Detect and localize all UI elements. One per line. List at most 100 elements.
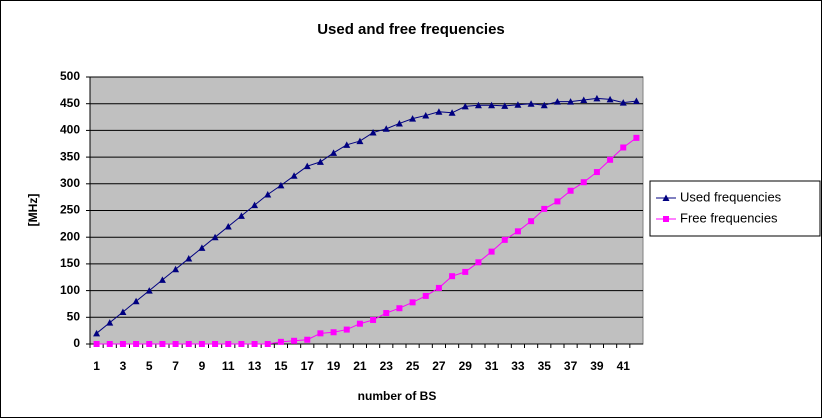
data-point xyxy=(264,341,271,347)
data-point xyxy=(607,156,614,163)
x-tick-label: 39 xyxy=(590,359,604,373)
legend-label: Free frequencies xyxy=(680,210,778,225)
data-point xyxy=(501,102,509,109)
data-point xyxy=(580,96,588,103)
data-point xyxy=(290,172,298,179)
data-point xyxy=(619,99,627,106)
data-point xyxy=(316,158,324,165)
data-point xyxy=(132,297,140,305)
data-point xyxy=(145,287,153,294)
legend-box xyxy=(649,180,821,237)
data-point xyxy=(159,341,166,347)
data-point xyxy=(462,268,469,275)
data-point xyxy=(422,111,430,119)
data-point xyxy=(343,326,350,333)
data-point xyxy=(251,341,258,347)
data-point xyxy=(317,330,324,337)
x-tick-label: 21 xyxy=(353,359,367,373)
x-tick-label: 9 xyxy=(199,359,206,373)
legend-marker xyxy=(663,216,669,222)
data-point xyxy=(198,341,205,347)
data-point xyxy=(396,305,403,312)
x-tick-label: 27 xyxy=(432,359,446,373)
y-axis-label: [MHz] xyxy=(26,194,40,227)
data-point xyxy=(422,292,429,299)
data-point xyxy=(488,101,496,109)
x-tick-label: 19 xyxy=(327,359,341,373)
y-tick-label: 450 xyxy=(60,96,80,110)
data-point xyxy=(303,162,311,170)
data-point xyxy=(554,198,561,205)
data-point xyxy=(291,337,298,344)
data-point xyxy=(383,310,390,317)
data-point xyxy=(449,273,456,280)
data-point xyxy=(541,205,548,212)
x-tick-label: 1 xyxy=(93,359,100,373)
data-point xyxy=(93,341,100,347)
data-point xyxy=(514,228,521,235)
data-point xyxy=(448,109,456,116)
x-tick-label: 33 xyxy=(511,359,525,373)
data-point xyxy=(593,169,600,176)
x-tick-label: 7 xyxy=(172,359,179,373)
data-point xyxy=(527,100,535,107)
chart-title: Used and free frequencies xyxy=(317,21,505,38)
data-point xyxy=(106,319,114,326)
data-point xyxy=(185,255,193,262)
x-tick-label: 29 xyxy=(459,359,473,373)
x-tick-label: 15 xyxy=(274,359,288,373)
data-point xyxy=(475,259,482,266)
data-point xyxy=(620,144,627,151)
data-point xyxy=(198,244,206,251)
data-point xyxy=(409,299,416,306)
data-point xyxy=(238,341,245,347)
x-tick-label: 13 xyxy=(248,359,262,373)
x-axis-label: number of BS xyxy=(358,389,437,403)
data-point xyxy=(146,341,153,347)
data-point xyxy=(395,119,403,127)
data-point xyxy=(106,341,113,347)
y-tick-label: 400 xyxy=(60,123,80,137)
data-point xyxy=(185,341,192,347)
data-point xyxy=(251,201,259,209)
data-point xyxy=(553,98,561,105)
data-point xyxy=(133,341,140,347)
data-point xyxy=(514,101,522,108)
y-tick-label: 300 xyxy=(60,176,80,190)
data-point xyxy=(501,236,508,243)
data-point xyxy=(606,95,614,103)
data-point xyxy=(632,97,640,105)
data-point xyxy=(633,134,640,141)
data-point xyxy=(474,101,482,109)
x-tick-label: 11 xyxy=(222,359,235,373)
y-tick-label: 100 xyxy=(60,283,80,297)
data-point xyxy=(528,218,535,225)
data-point xyxy=(356,137,364,145)
data-point xyxy=(172,341,179,347)
data-point xyxy=(277,338,284,345)
data-point xyxy=(330,329,337,336)
data-point xyxy=(356,320,363,327)
data-point xyxy=(435,284,442,291)
x-tick-label: 41 xyxy=(617,359,631,373)
y-tick-label: 150 xyxy=(60,256,80,270)
data-point xyxy=(225,341,232,347)
x-tick-label: 25 xyxy=(406,359,420,373)
data-point xyxy=(119,341,126,347)
y-tick-label: 250 xyxy=(60,203,80,217)
data-point xyxy=(224,223,232,230)
data-point xyxy=(264,190,272,198)
x-tick-label: 31 xyxy=(485,359,499,373)
data-point xyxy=(580,179,587,186)
x-tick-label: 37 xyxy=(564,359,578,373)
legend-marker xyxy=(662,194,670,201)
data-point xyxy=(369,129,377,136)
x-tick-label: 5 xyxy=(146,359,153,373)
data-point xyxy=(370,316,377,323)
x-tick-label: 17 xyxy=(301,359,315,373)
data-point xyxy=(409,115,417,122)
data-point xyxy=(304,336,311,343)
y-tick-label: 350 xyxy=(60,149,80,163)
data-point xyxy=(435,108,443,115)
